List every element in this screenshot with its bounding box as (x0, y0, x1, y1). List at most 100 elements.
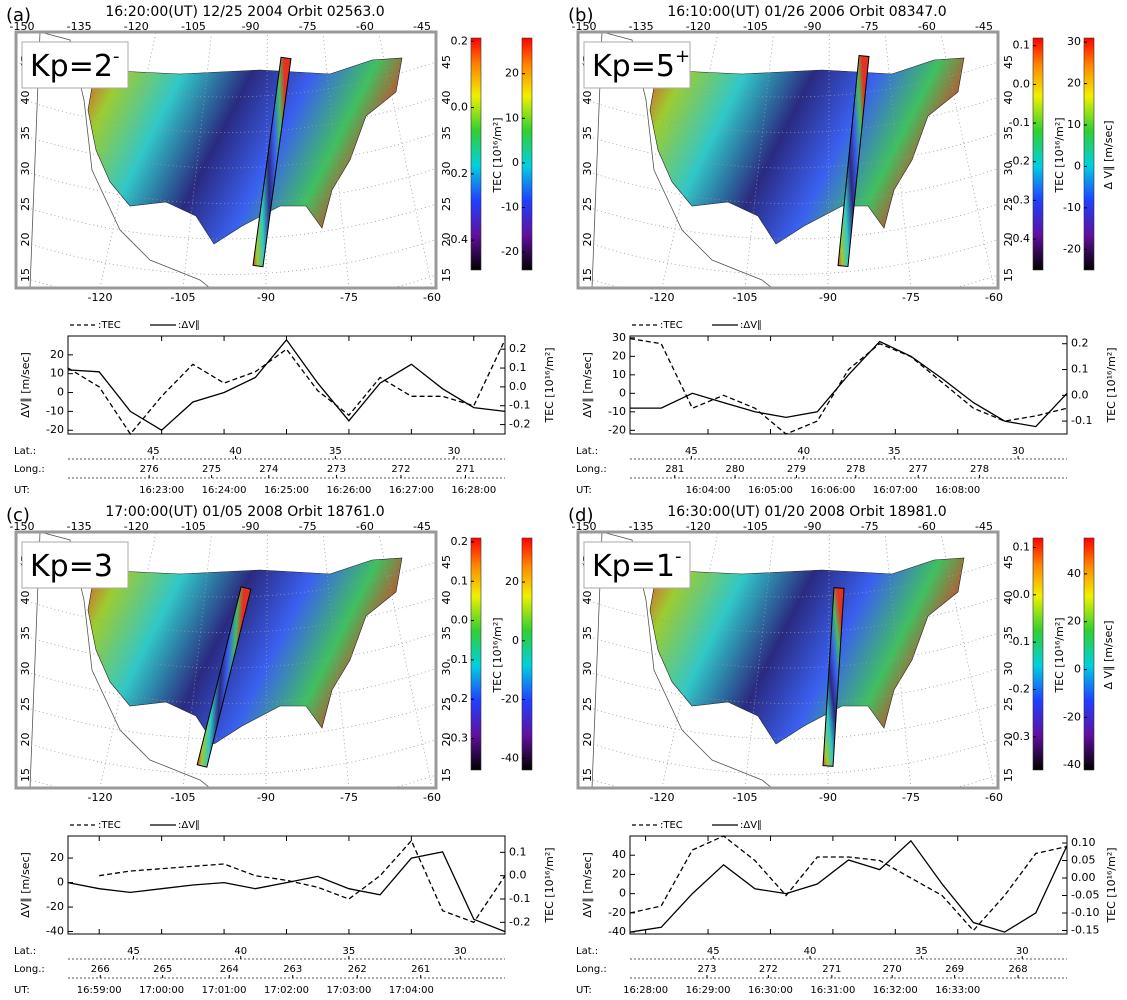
y2-tick-label: 0.0 (509, 869, 527, 882)
lat-label: 20 (440, 733, 453, 747)
lat-grid (16, 132, 436, 169)
kp-sign: - (113, 46, 120, 67)
lat-grid (578, 668, 998, 704)
colorbar (1032, 537, 1044, 771)
y2-tick-label: 0.2 (509, 342, 527, 355)
lon-label: -60 (985, 291, 1003, 304)
y2-tick-label: 0.2 (1071, 337, 1089, 350)
y2-tick-label: -0.05 (1071, 889, 1099, 902)
row-tick-label: 268 (1009, 964, 1028, 975)
lat-label: 35 (1002, 126, 1015, 140)
lon-label: -105 (181, 20, 206, 33)
lat-grid (578, 739, 998, 775)
lon-grid (182, 532, 213, 788)
lat-grid (16, 703, 436, 740)
colorbar-label: TEC [10¹⁶/m²] (491, 617, 504, 693)
colorbar (1083, 37, 1095, 271)
lon-label: -75 (861, 20, 879, 33)
lon-grid (884, 32, 912, 288)
y2-tick-label: 0.0 (1071, 388, 1089, 401)
lat-grid (578, 632, 998, 669)
row-tick-label: 272 (391, 464, 410, 475)
ut-label: 17:01:00 (202, 985, 247, 996)
colorbar (521, 537, 533, 771)
row-tick-label: 264 (220, 964, 239, 975)
lon-label: -75 (340, 791, 358, 804)
y-tick-label: -10 (608, 405, 626, 418)
panel: (a) 16:20:00(UT) 12/25 2004 Orbit 02563.0… (6, 4, 556, 496)
y2-tick-label: -0.2 (509, 915, 530, 928)
lat-label: 15 (581, 268, 594, 282)
row-tick-label: 40 (229, 446, 242, 457)
lat-label: 35 (581, 626, 594, 640)
panel-label: (b) (568, 5, 593, 26)
ut-label: 16:25:00 (264, 485, 309, 496)
row-tick-label: 272 (759, 964, 778, 975)
y-axis-title: ΔV∥ [m/sec] (581, 352, 594, 418)
lon-label: -135 (629, 520, 654, 533)
lat-label: 45 (1002, 555, 1015, 569)
tec-map (87, 557, 403, 745)
lat-label: 30 (440, 162, 453, 176)
colorbar-tick-label: -0.2 (447, 167, 468, 180)
y-axis-title: ΔV∥ [m/sec] (19, 852, 32, 918)
colorbar-tick-label: 0.0 (1013, 588, 1031, 601)
row-title: UT: (576, 985, 592, 996)
lon-label: -150 (10, 20, 35, 33)
colorbar-tick-label: 0.1 (1013, 540, 1031, 553)
tec-map (649, 557, 965, 745)
map-area (16, 532, 436, 788)
colorbar (470, 37, 482, 271)
y-tick-label: -20 (608, 906, 626, 919)
y2-tick-label: -0.15 (1071, 924, 1099, 937)
colorbar-tick-label: -0.1 (1009, 116, 1030, 129)
lat-label: 25 (19, 197, 32, 211)
lat-label: 40 (1002, 591, 1015, 605)
colorbar-tick-label: -0.1 (447, 653, 468, 666)
ut-label: 17:02:00 (264, 985, 309, 996)
satellite-track (822, 587, 845, 767)
colorbar (1083, 537, 1095, 771)
lat-label: 45 (1002, 55, 1015, 69)
legend-label: :ΔV∥ (178, 320, 200, 331)
dv-line (630, 340, 1068, 428)
row-tick-label: 273 (327, 464, 346, 475)
lon-label: -45 (413, 520, 431, 533)
row-title: UT: (576, 485, 592, 496)
colorbar-tick-label: 0.1 (451, 574, 469, 587)
lon-grid (884, 532, 912, 788)
kp-value: Kp=1 (592, 549, 675, 584)
lat-label: 15 (440, 768, 453, 782)
legend-label: :TEC (660, 820, 683, 831)
lon-label: -75 (299, 520, 317, 533)
lon-grid (827, 32, 830, 288)
colorbar-tick-label: -20 (1063, 242, 1081, 255)
dv-line (629, 839, 1068, 933)
row-tick-label: 277 (909, 464, 928, 475)
lon-label: -105 (743, 520, 768, 533)
lat-grid (578, 703, 998, 740)
lat-grid (16, 203, 436, 240)
lat-grid (16, 668, 436, 704)
ut-label: 16:27:00 (389, 485, 434, 496)
y-tick-label: 0 (57, 386, 64, 399)
lat-label: 35 (440, 626, 453, 640)
y-tick-label: 20 (50, 851, 64, 864)
lat-label: 25 (581, 197, 594, 211)
colorbar-label: TEC [10¹⁶/m²] (1053, 117, 1066, 193)
panel: (b) 16:10:00(UT) 01/26 2006 Orbit 08347.0… (568, 4, 1118, 496)
colorbar-tick-label: 20 (1067, 615, 1081, 628)
lat-label: 40 (440, 91, 453, 105)
lon-label: -60 (985, 791, 1003, 804)
kp-box (21, 541, 129, 589)
y-tick-label: 20 (612, 349, 626, 362)
map-area (578, 32, 998, 288)
row-tick-label: 30 (1012, 446, 1025, 457)
lon-label: -120 (124, 20, 149, 33)
lat-grid (16, 168, 436, 204)
lat-grid (578, 239, 998, 275)
lon-grid (322, 32, 350, 288)
panel: (c) 17:00:00(UT) 01/05 2008 Orbit 18761.0… (6, 504, 556, 996)
y-tick-label: 10 (612, 368, 626, 381)
row-tick-label: 266 (91, 964, 110, 975)
